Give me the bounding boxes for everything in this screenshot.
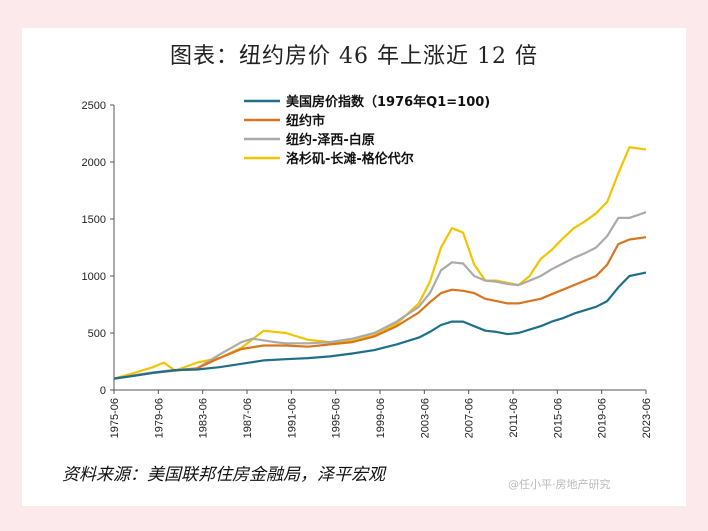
chart-card: 图表：纽约房价 46 年上涨近 12 倍 0 500 1000 1500 2000 250…: [22, 28, 686, 506]
y-tick-label: 1000: [82, 271, 106, 283]
series-line-2: [113, 211, 647, 380]
x-tick-label: 2019-06: [597, 398, 609, 438]
x-tick-label: 2015-06: [552, 398, 564, 438]
axes: 0 500 1000 1500 2000 2500 1975-06 1979-06 1983-0…: [82, 100, 653, 438]
x-tick-label: 1991-06: [286, 398, 298, 438]
x-tick-label: 2011-06: [508, 398, 520, 438]
x-tick-label: 2023-06: [641, 398, 653, 438]
y-tick-label: 0: [100, 385, 106, 397]
y-tick-label: 2000: [82, 157, 106, 169]
source-note: 资料来源：美国联邦住房金融局，泽平宏观: [62, 465, 385, 485]
y-tick-label: 1500: [82, 214, 106, 226]
legend-label: 美国房价指数（1976年Q1=100): [286, 94, 490, 110]
y-tick-label: 500: [88, 328, 106, 340]
y-tick-label: 2500: [82, 100, 106, 112]
x-tick-label: 1999-06: [375, 398, 387, 438]
x-tick-label: 2003-06: [419, 398, 431, 438]
legend-label: 纽约市: [286, 113, 325, 129]
series-lines: [113, 146, 647, 380]
x-tick-label: 1979-06: [153, 398, 165, 438]
watermark: @任小平·房地产研究: [508, 478, 611, 491]
chart-title: 图表：纽约房价 46 年上涨近 12 倍: [170, 44, 538, 69]
series-line-1: [113, 236, 647, 380]
x-tick-label: 1975-06: [109, 398, 121, 438]
line-chart: 0 500 1000 1500 2000 2500 1975-06 1979-06 1983-0…: [82, 94, 653, 438]
legend-label: 洛杉矶-长滩-格伦代尔: [286, 151, 414, 167]
x-tick-label: 1987-06: [242, 398, 254, 438]
x-tick-label: 1983-06: [198, 398, 210, 438]
legend-label: 纽约-泽西-白原: [286, 132, 375, 148]
x-tick-label: 1995-06: [331, 398, 343, 438]
series-line-0: [113, 271, 647, 380]
x-tick-label: 2007-06: [464, 398, 476, 438]
legend: 美国房价指数（1976年Q1=100) 纽约市纽约-泽西-白原洛杉矶-长滩-格伦代…: [244, 94, 490, 167]
